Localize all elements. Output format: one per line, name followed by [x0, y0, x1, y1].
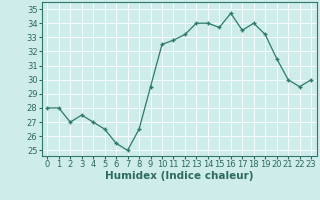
X-axis label: Humidex (Indice chaleur): Humidex (Indice chaleur)	[105, 171, 253, 181]
